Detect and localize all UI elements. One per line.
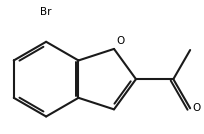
Text: O: O — [116, 36, 124, 46]
Text: Br: Br — [40, 7, 52, 17]
Text: O: O — [193, 103, 201, 113]
